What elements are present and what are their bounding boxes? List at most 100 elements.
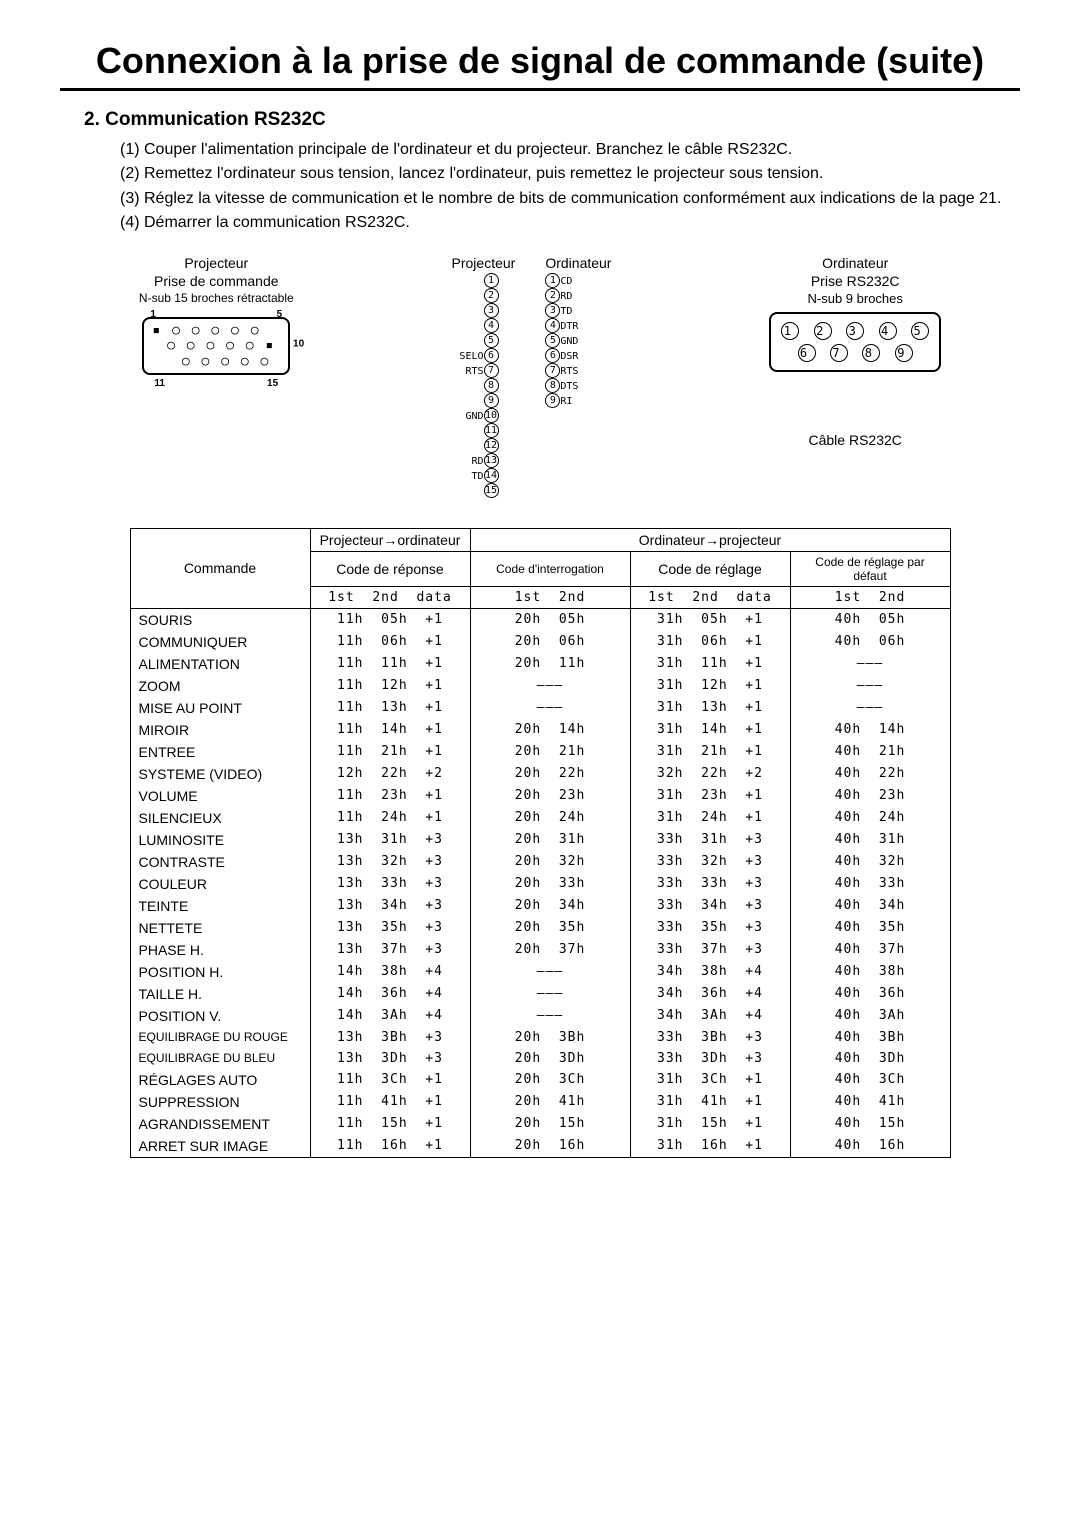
table-row: SILENCIEUX11h 24h +120h 24h31h 24h +140h… (130, 807, 950, 829)
projector-pin-15: 15 (452, 483, 516, 498)
computer-pin-6: 6DSR (545, 348, 611, 363)
projector-pin-12: 12 (452, 438, 516, 453)
table-row: ALIMENTATION11h 11h +120h 11h31h 11h +1—… (130, 653, 950, 675)
cell-cmd: NETTETE (130, 917, 310, 939)
cell-set: 31h 23h +1 (630, 785, 790, 807)
cell-set: 31h 15h +1 (630, 1113, 790, 1135)
cell-cmd: TAILLE H. (130, 983, 310, 1005)
cell-set: 34h 3Ah +4 (630, 1005, 790, 1027)
projector-pin-14: TD14 (452, 468, 516, 483)
table-row: PHASE H.13h 37h +320h 37h33h 37h +340h 3… (130, 939, 950, 961)
computer-pin-4: 4DTR (545, 318, 611, 333)
projector-pin-10: GND10 (452, 408, 516, 423)
cell-query: 20h 3Ch (470, 1069, 630, 1091)
cell-default: 40h 24h (790, 807, 950, 829)
table-row: ARRET SUR IMAGE11h 16h +120h 16h31h 16h … (130, 1135, 950, 1158)
table-row: MISE AU POINT11h 13h +1———31h 13h +1——— (130, 697, 950, 719)
cell-default: ——— (790, 697, 950, 719)
table-row: RÉGLAGES AUTO11h 3Ch +120h 3Ch31h 3Ch +1… (130, 1069, 950, 1091)
cell-set: 31h 24h +1 (630, 807, 790, 829)
cell-set: 31h 13h +1 (630, 697, 790, 719)
table-row: ZOOM11h 12h +1———31h 12h +1——— (130, 675, 950, 697)
instruction-2: (2) Remettez l'ordinateur sous tension, … (120, 163, 1020, 185)
cell-response: 14h 36h +4 (310, 983, 470, 1005)
section-heading: 2. Communication RS232C (84, 109, 1020, 131)
instruction-1: (1) Couper l'alimentation principale de … (120, 139, 1020, 161)
projector-pin-4: 4 (452, 318, 516, 333)
table-row: COULEUR13h 33h +320h 33h33h 33h +340h 33… (130, 873, 950, 895)
cell-set: 33h 37h +3 (630, 939, 790, 961)
wiring-right-header: Ordinateur (545, 255, 611, 271)
computer-pin-2: 2RD (545, 288, 611, 303)
cell-cmd: ALIMENTATION (130, 653, 310, 675)
cell-query: 20h 37h (470, 939, 630, 961)
table-row: MIROIR11h 14h +120h 14h31h 14h +140h 14h (130, 719, 950, 741)
table-row: SUPPRESSION11h 41h +120h 41h31h 41h +140… (130, 1091, 950, 1113)
th-commande: Commande (130, 528, 310, 608)
computer-label-1: Ordinateur (769, 255, 941, 271)
projector-pin-11: 11 (452, 423, 516, 438)
th-response: Code de réponse (310, 551, 470, 586)
table-row: VOLUME11h 23h +120h 23h31h 23h +140h 23h (130, 785, 950, 807)
cell-response: 13h 3Bh +3 (310, 1027, 470, 1048)
cell-cmd: ENTREE (130, 741, 310, 763)
cell-query: ——— (470, 983, 630, 1005)
table-row: CONTRASTE13h 32h +320h 32h33h 32h +340h … (130, 851, 950, 873)
projector-pin-7: RTS7 (452, 363, 516, 378)
cell-query: 20h 24h (470, 807, 630, 829)
cell-set: 31h 12h +1 (630, 675, 790, 697)
cell-query: 20h 15h (470, 1113, 630, 1135)
cell-set: 33h 35h +3 (630, 917, 790, 939)
cell-default: 40h 35h (790, 917, 950, 939)
computer-pin-1: 1CD (545, 273, 611, 288)
cell-cmd: COMMUNIQUER (130, 631, 310, 653)
cell-set: 33h 32h +3 (630, 851, 790, 873)
computer-pin-5: 5GND (545, 333, 611, 348)
cell-cmd: CONTRASTE (130, 851, 310, 873)
th-default: Code de réglage par défaut (790, 551, 950, 586)
cell-set: 31h 3Ch +1 (630, 1069, 790, 1091)
cell-set: 33h 31h +3 (630, 829, 790, 851)
sub-set: 1st 2nd data (630, 586, 790, 608)
cell-response: 13h 31h +3 (310, 829, 470, 851)
cell-cmd: TEINTE (130, 895, 310, 917)
cell-set: 31h 41h +1 (630, 1091, 790, 1113)
cell-default: 40h 38h (790, 961, 950, 983)
projector-pin-3: 3 (452, 303, 516, 318)
projector-pin-13: RD13 (452, 453, 516, 468)
projector-pin-column: 12345SELO6RTS789GND101112RD13TD1415 (452, 273, 516, 498)
th-query: Code d'interrogation (470, 551, 630, 586)
cell-default: 40h 3Ah (790, 1005, 950, 1027)
cell-cmd: VOLUME (130, 785, 310, 807)
cell-response: 11h 06h +1 (310, 631, 470, 653)
wiring-left-header: Projecteur (452, 255, 516, 271)
table-row: AGRANDISSEMENT11h 15h +120h 15h31h 15h +… (130, 1113, 950, 1135)
cell-response: 13h 35h +3 (310, 917, 470, 939)
table-row: POSITION V.14h 3Ah +4———34h 3Ah +440h 3A… (130, 1005, 950, 1027)
cell-cmd: PHASE H. (130, 939, 310, 961)
cell-query: 20h 32h (470, 851, 630, 873)
cell-cmd: SUPPRESSION (130, 1091, 310, 1113)
cell-response: 11h 16h +1 (310, 1135, 470, 1158)
table-row: COMMUNIQUER11h 06h +120h 06h31h 06h +140… (130, 631, 950, 653)
cell-default: 40h 32h (790, 851, 950, 873)
cell-query: ——— (470, 675, 630, 697)
computer-pin-8: 8DTS (545, 378, 611, 393)
cell-set: 31h 21h +1 (630, 741, 790, 763)
table-row: POSITION H.14h 38h +4———34h 38h +440h 38… (130, 961, 950, 983)
cell-response: 11h 15h +1 (310, 1113, 470, 1135)
cell-query: 20h 11h (470, 653, 630, 675)
computer-label-3: N-sub 9 broches (769, 291, 941, 306)
cell-default: 40h 37h (790, 939, 950, 961)
cell-default: ——— (790, 653, 950, 675)
cell-cmd: LUMINOSITE (130, 829, 310, 851)
pin-index-15: 15 (267, 378, 278, 389)
instructions-list: (1) Couper l'alimentation principale de … (120, 139, 1020, 235)
cell-cmd: AGRANDISSEMENT (130, 1113, 310, 1135)
cell-query: ——— (470, 961, 630, 983)
cell-default: 40h 14h (790, 719, 950, 741)
cell-query: 20h 21h (470, 741, 630, 763)
cell-response: 12h 22h +2 (310, 763, 470, 785)
cell-response: 11h 24h +1 (310, 807, 470, 829)
projector-pin-9: 9 (452, 393, 516, 408)
